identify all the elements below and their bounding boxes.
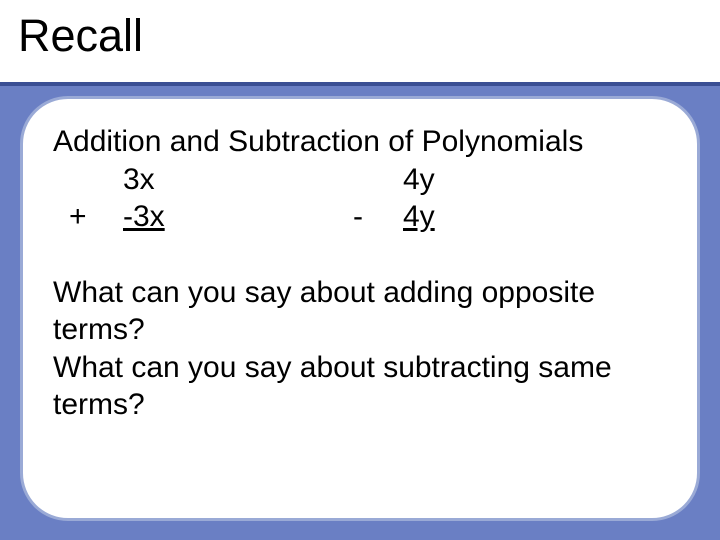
left-bottom-sign: + <box>53 198 123 236</box>
right-bottom-sign: - <box>323 198 403 236</box>
question-2: What can you say about subtracting same … <box>53 349 667 424</box>
question-1: What can you say about adding opposite t… <box>53 274 667 349</box>
left-bottom-term: -3x <box>123 198 323 236</box>
left-top-sign <box>53 161 123 199</box>
spacer <box>53 236 667 274</box>
title-region: Recall <box>0 0 720 86</box>
right-top-term: 4y <box>403 161 563 199</box>
polynomial-row-top: 3x 4y <box>53 161 667 199</box>
polynomial-row-bottom: + -3x - 4y <box>53 198 667 236</box>
left-top-term: 3x <box>123 161 323 199</box>
slide: Recall Addition and Subtraction of Polyn… <box>0 0 720 540</box>
body-heading: Addition and Subtraction of Polynomials <box>53 123 667 161</box>
slide-title: Recall <box>18 10 143 62</box>
right-bottom-term: 4y <box>403 198 563 236</box>
right-top-sign <box>323 161 403 199</box>
content-box: Addition and Subtraction of Polynomials … <box>20 96 700 521</box>
